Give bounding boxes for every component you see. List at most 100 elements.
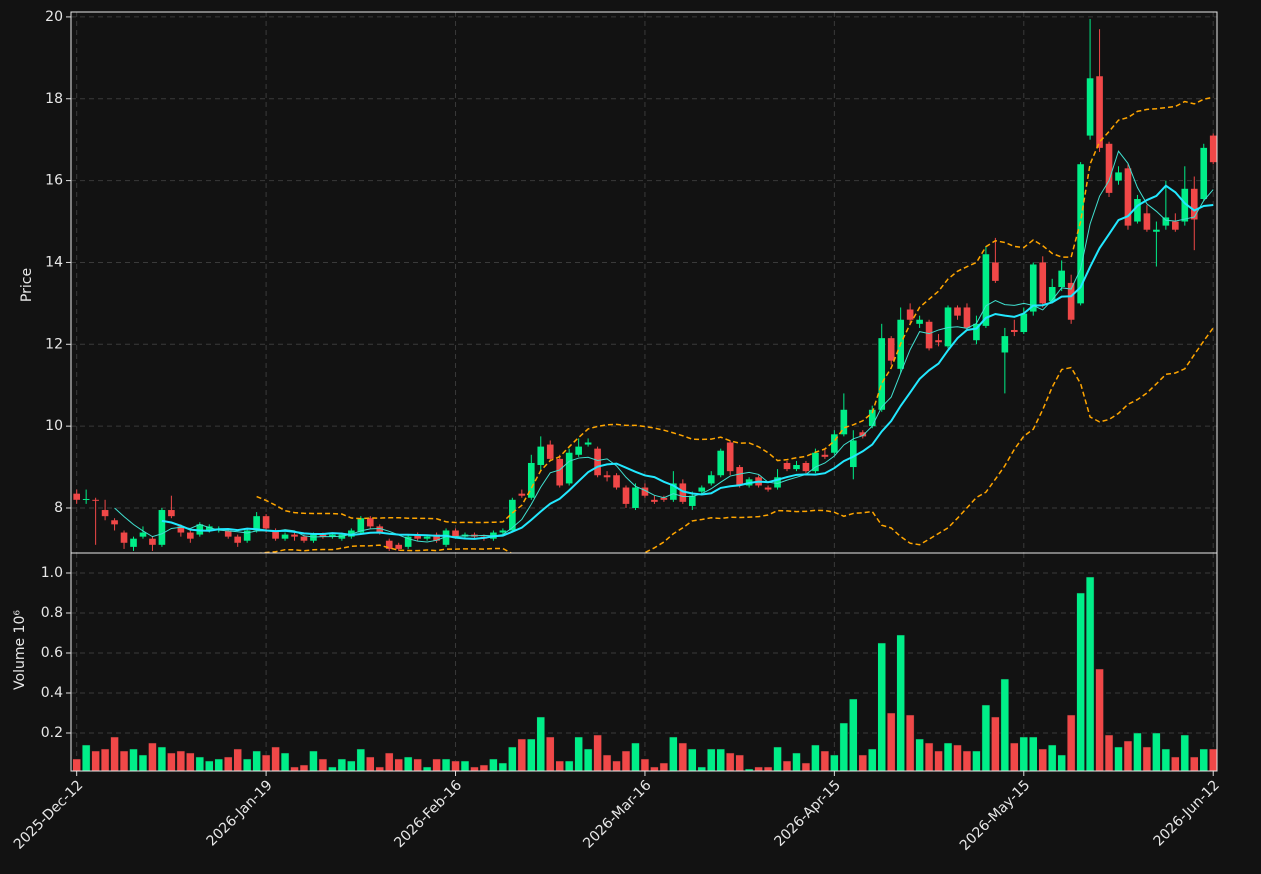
volume-bar — [1199, 748, 1208, 772]
candle-body — [802, 462, 810, 472]
candle-body — [717, 450, 725, 476]
volume-tick-label: 0.4 — [41, 685, 63, 701]
bollinger-upper — [256, 96, 1214, 524]
y-tick-label: 18 — [45, 91, 63, 107]
candle-body — [1134, 199, 1141, 222]
candle-body — [793, 465, 800, 470]
volume-bar — [792, 752, 801, 772]
candle-body — [149, 538, 156, 545]
candle-body — [310, 534, 317, 541]
volume-bar — [271, 746, 280, 772]
volume-tick-label: 0.6 — [41, 645, 63, 661]
y-tick-label: 12 — [45, 336, 63, 352]
volume-bar — [167, 752, 176, 772]
volume-bar — [1000, 678, 1010, 772]
volume-bar — [669, 736, 678, 772]
volume-bar — [470, 766, 479, 772]
volume-bar — [479, 764, 489, 772]
volume-bar — [962, 750, 972, 772]
candle-body — [82, 498, 90, 500]
volume-bar — [489, 758, 498, 772]
volume-bar — [280, 752, 290, 772]
volume-bar — [546, 736, 555, 772]
volume-bar — [1123, 740, 1133, 772]
candle-body — [423, 536, 431, 539]
volume-tick-label: 0.2 — [41, 725, 63, 741]
volume-bar — [707, 748, 716, 772]
volume-bar — [214, 758, 223, 772]
volume-bar — [460, 760, 470, 772]
volume-bar — [233, 748, 242, 772]
y-tick-label: 10 — [45, 418, 63, 434]
candle-body — [594, 448, 601, 476]
candle-body — [1029, 264, 1037, 312]
volume-bar — [991, 716, 1000, 772]
candle-body — [111, 520, 118, 525]
volume-bar — [631, 742, 640, 772]
candle-body — [935, 340, 942, 343]
candle-body — [849, 440, 857, 468]
candle-body — [546, 444, 554, 459]
volume-bar — [299, 764, 309, 772]
candle-body — [291, 534, 298, 537]
volume-bar — [81, 744, 91, 772]
candle-body — [348, 530, 355, 537]
candle-body — [187, 532, 194, 539]
candle-body — [92, 499, 99, 501]
candle-body — [139, 532, 147, 537]
candle-body — [575, 446, 582, 455]
candle-body — [707, 475, 715, 484]
volume-bar — [1208, 748, 1218, 772]
candle-body — [205, 526, 213, 531]
volume-bar — [725, 752, 735, 772]
candle-body — [887, 338, 895, 361]
candle-body — [1181, 188, 1189, 222]
candle-body — [906, 309, 914, 320]
volume-bar — [763, 766, 773, 772]
candle-body — [1209, 135, 1217, 163]
candle-body — [868, 409, 876, 427]
volume-bar — [91, 750, 100, 772]
y-tick-label: 20 — [45, 9, 63, 25]
candle-body — [1190, 188, 1198, 220]
volume-bar — [716, 748, 725, 772]
volume-bar — [498, 762, 508, 772]
candle-body — [1105, 143, 1113, 193]
volume-bar — [886, 712, 896, 772]
volume-bar — [820, 750, 830, 772]
volume-bar — [924, 742, 934, 772]
volume-axis-label: Volume 10⁶ — [12, 610, 28, 690]
candle-body — [925, 321, 933, 349]
candle-body — [509, 499, 516, 531]
volume-bar — [593, 734, 602, 772]
volume-bar — [261, 754, 271, 772]
volume-bar — [110, 736, 119, 772]
volume-bar — [451, 760, 460, 772]
volume-bar — [943, 742, 953, 772]
volume-tick-label: 1.0 — [41, 565, 63, 581]
volume-bar — [1180, 734, 1190, 772]
candle-body — [1162, 217, 1170, 226]
candle-body — [736, 467, 743, 486]
volume-bar — [508, 746, 517, 772]
candle-body — [442, 530, 450, 545]
volume-bar — [318, 758, 328, 772]
candle-body — [404, 536, 412, 547]
candle-body — [840, 409, 848, 435]
candle-body — [243, 530, 251, 541]
candle-body — [518, 493, 526, 496]
candle-body — [651, 499, 658, 502]
volume-bar — [905, 714, 915, 772]
candle-body — [101, 510, 109, 517]
candle-body — [329, 534, 336, 537]
candle-body — [234, 536, 242, 543]
y-tick-label: 8 — [54, 500, 63, 516]
candle-body — [878, 338, 886, 410]
volume-bar — [536, 716, 545, 772]
volume-bar — [356, 748, 366, 772]
candle-body — [670, 483, 677, 500]
volume-bar — [403, 756, 413, 772]
volume-bar — [583, 748, 593, 772]
